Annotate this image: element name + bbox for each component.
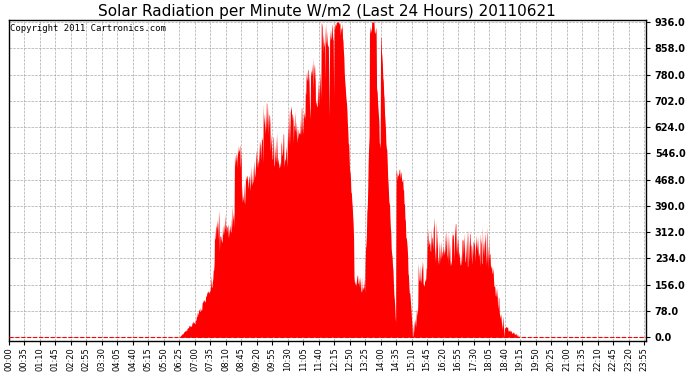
Title: Solar Radiation per Minute W/m2 (Last 24 Hours) 20110621: Solar Radiation per Minute W/m2 (Last 24… <box>99 4 556 19</box>
Text: Copyright 2011 Cartronics.com: Copyright 2011 Cartronics.com <box>10 24 166 33</box>
